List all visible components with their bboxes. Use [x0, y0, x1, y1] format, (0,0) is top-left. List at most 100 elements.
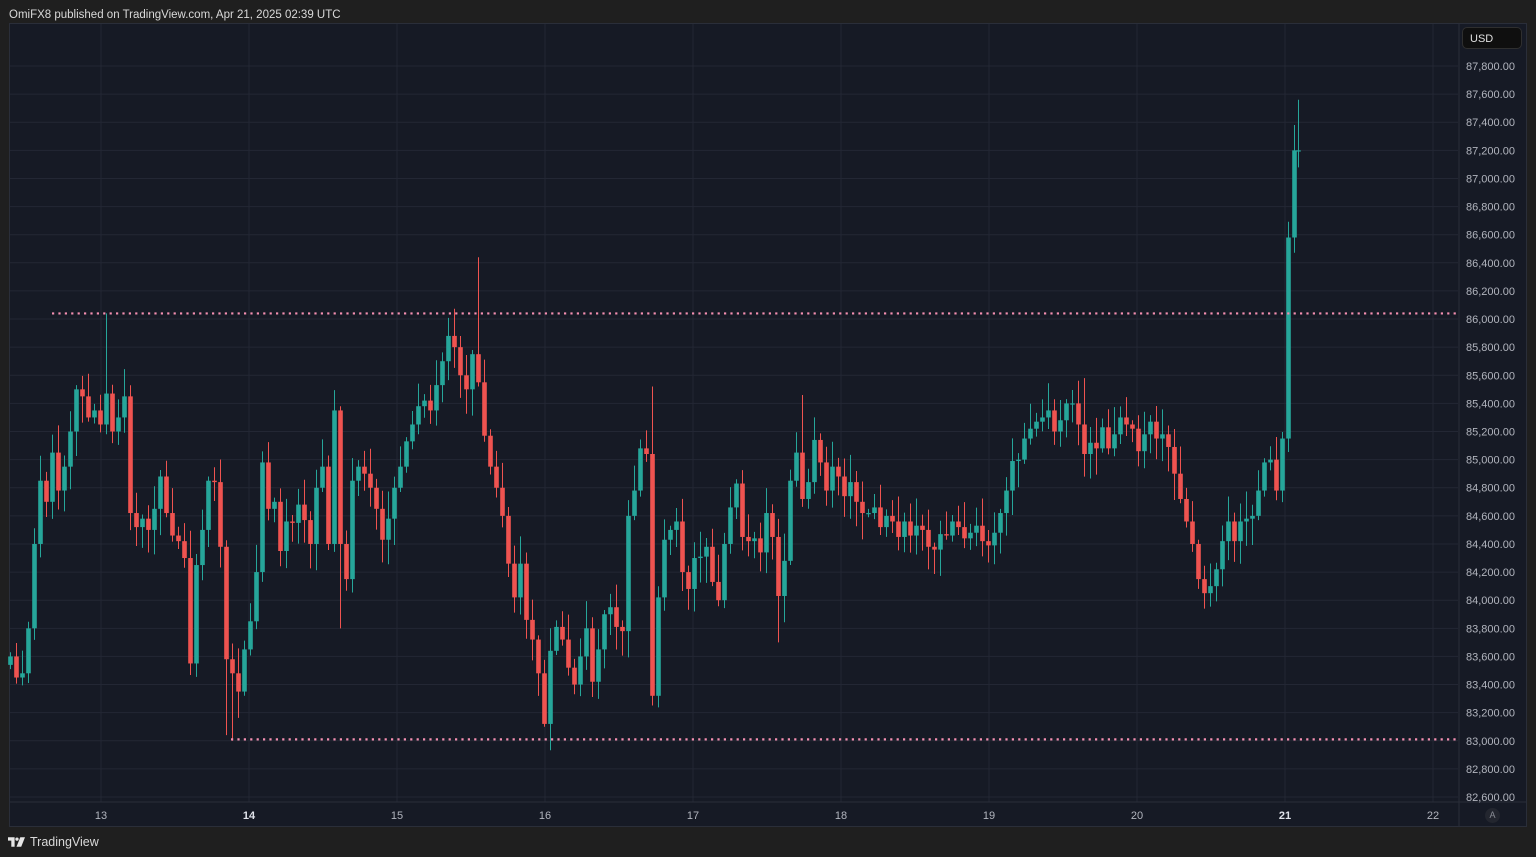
- candle-bullish: [26, 628, 31, 674]
- auto-scale-button[interactable]: A: [1485, 808, 1500, 823]
- candle-bullish: [242, 649, 247, 692]
- candle-bullish: [410, 424, 415, 442]
- candle-bearish: [326, 466, 331, 544]
- candle-bearish: [1136, 428, 1141, 452]
- time-tick-label: 16: [539, 810, 551, 822]
- candle-bullish: [1160, 434, 1165, 439]
- candle-bullish: [626, 515, 631, 632]
- candle-bullish: [554, 626, 559, 651]
- candle-bullish: [794, 452, 799, 481]
- candle-bullish: [914, 525, 919, 536]
- candle-bearish: [224, 546, 229, 660]
- candle-bearish: [644, 448, 649, 455]
- candle-bullish: [74, 389, 79, 432]
- candle-bullish: [50, 452, 55, 502]
- candle-bearish: [170, 513, 175, 536]
- candle-bearish: [344, 543, 349, 580]
- price-tick-label: 87,000.00: [1466, 173, 1515, 185]
- currency-button[interactable]: USD: [1462, 27, 1522, 49]
- candle-bearish: [362, 466, 367, 474]
- candle-bullish: [698, 556, 703, 559]
- candle-bullish: [1040, 417, 1045, 422]
- price-tick-label: 83,400.00: [1466, 680, 1515, 692]
- candle-bullish: [968, 532, 973, 539]
- price-tick-label: 83,000.00: [1466, 736, 1515, 748]
- candle-bullish: [68, 431, 73, 467]
- candle-bullish: [1112, 434, 1117, 449]
- candle-bearish: [1082, 424, 1087, 455]
- candle-bearish: [146, 518, 151, 530]
- candle-bullish: [1208, 586, 1213, 594]
- time-tick-label: 19: [983, 810, 995, 822]
- candle-bullish: [152, 508, 157, 530]
- candle-bearish: [428, 400, 433, 411]
- price-tick-label: 83,800.00: [1466, 623, 1515, 635]
- candle-bullish: [1088, 442, 1093, 455]
- candle-bearish: [590, 628, 595, 682]
- candle-bullish: [440, 361, 445, 386]
- candle-bearish: [1232, 521, 1237, 542]
- candle-bearish: [188, 558, 193, 664]
- candle-bullish: [416, 406, 421, 425]
- candle-bearish: [818, 439, 823, 463]
- candle-bearish: [710, 546, 715, 582]
- candle-bearish: [854, 482, 859, 502]
- candle-bearish: [566, 639, 571, 668]
- candle-bearish: [14, 656, 19, 678]
- candle-bullish: [392, 487, 397, 519]
- candle-bullish: [32, 543, 37, 629]
- candle-bearish: [128, 396, 133, 514]
- publisher-caption: OmiFX8 published on TradingView.com, Apr…: [9, 9, 341, 21]
- chart-pane[interactable]: [9, 23, 1527, 827]
- candle-bearish: [800, 452, 805, 499]
- candle-bullish: [788, 480, 793, 561]
- candle-bearish: [500, 487, 505, 516]
- candle-bullish: [596, 649, 601, 682]
- candle-bearish: [464, 375, 469, 390]
- candle-bearish: [530, 619, 535, 640]
- candle-bullish: [140, 518, 145, 528]
- time-tick-label: 18: [835, 810, 847, 822]
- candle-bullish: [1022, 438, 1027, 460]
- candle-bullish: [728, 507, 733, 544]
- candle-bearish: [908, 521, 913, 536]
- candle-bearish: [506, 515, 511, 564]
- candle-bullish: [1214, 569, 1219, 587]
- candle-bullish: [116, 417, 121, 432]
- candle-bullish: [1148, 421, 1153, 435]
- candle-bullish: [584, 628, 589, 657]
- candle-bullish: [8, 656, 13, 665]
- price-tick-label: 85,000.00: [1466, 455, 1515, 467]
- candle-bullish: [722, 543, 727, 601]
- candle-bullish: [386, 518, 391, 540]
- candle-bearish: [134, 513, 139, 528]
- candle-bearish: [920, 525, 925, 530]
- candle-bullish: [578, 656, 583, 685]
- candle-bearish: [524, 563, 529, 620]
- candle-bullish: [764, 513, 769, 553]
- candle-bearish: [368, 473, 373, 488]
- candle-bullish: [998, 513, 1003, 533]
- candle-bearish: [770, 513, 775, 537]
- candle-bearish: [218, 482, 223, 547]
- candle-bearish: [842, 476, 847, 497]
- time-tick-label: 22: [1427, 810, 1439, 822]
- brand-name: TradingView: [30, 835, 99, 849]
- candle-bullish: [608, 607, 613, 615]
- price-tick-label: 83,200.00: [1466, 708, 1515, 720]
- candle-bearish: [476, 354, 481, 383]
- candle-bullish: [638, 448, 643, 491]
- candle-bearish: [1184, 498, 1189, 522]
- candle-bullish: [518, 563, 523, 598]
- candle-bullish: [1262, 462, 1267, 491]
- candle-bearish: [650, 454, 655, 696]
- candle-bearish: [488, 435, 493, 467]
- price-tick-label: 83,600.00: [1466, 651, 1515, 663]
- price-tick-label: 87,400.00: [1466, 117, 1515, 129]
- candle-bearish: [482, 382, 487, 436]
- candle-bullish: [200, 529, 205, 566]
- candle-bearish: [338, 410, 343, 544]
- price-tick-label: 86,000.00: [1466, 314, 1515, 326]
- candle-bullish: [662, 539, 667, 598]
